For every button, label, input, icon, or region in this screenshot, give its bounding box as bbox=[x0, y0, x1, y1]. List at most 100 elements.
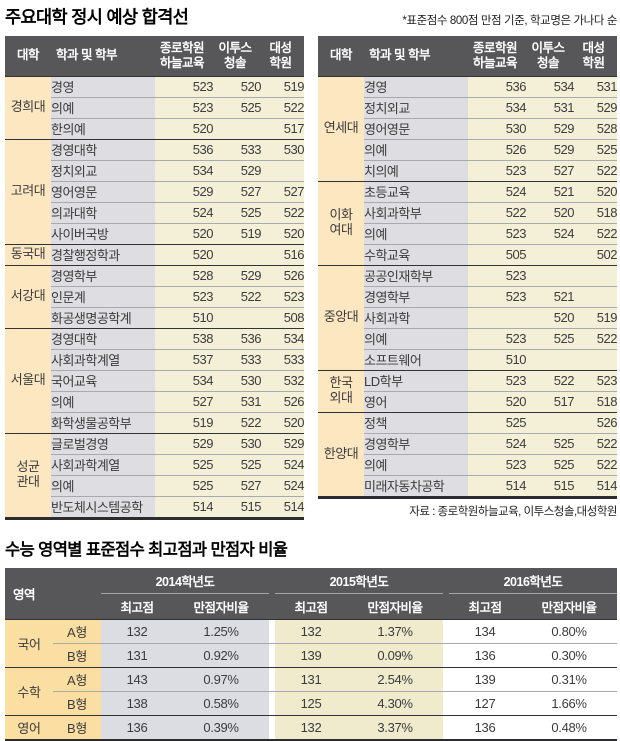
perfect-ratio-cell: 0.97% bbox=[173, 666, 270, 691]
header-year: 2016학년도 bbox=[449, 567, 618, 594]
department-cell: 의예 bbox=[364, 327, 468, 349]
type-cell: B형 bbox=[53, 714, 102, 740]
area-group: 국어 A형 132 1.25% 132 1.37% 134 0.80% B형 131 0.92% 13… bbox=[5, 618, 618, 667]
department-cell: 의과대학 bbox=[51, 201, 155, 223]
score-cell-jongro: 505 bbox=[468, 243, 527, 265]
score-header-row-years: 영역 2014학년도 2015학년도 2016학년도 bbox=[5, 567, 618, 619]
table-row: 소프트웨어 510 bbox=[318, 348, 617, 370]
top-score-cell: 136 bbox=[101, 714, 174, 740]
top-score-cell: 139 bbox=[449, 666, 522, 691]
score-cell-daesung: 514 bbox=[261, 495, 305, 518]
table-row: 의예 527 531 526 bbox=[5, 390, 305, 412]
score-cell-jongro: 538 bbox=[155, 327, 214, 349]
perfect-ratio-cell: 3.37% bbox=[347, 714, 444, 740]
admission-tables-row: 대학 학과 및 학부 종로학원 하늘교육 이투스 청솔 대성 학원 경희대 경영 523 520… bbox=[5, 36, 618, 520]
score-cell-daesung: 519 bbox=[574, 306, 618, 328]
score-cell-jongro: 529 bbox=[155, 432, 214, 454]
top-score-cell: 136 bbox=[449, 642, 522, 667]
table-row: 영어영문 529 527 527 bbox=[5, 180, 305, 202]
header-jongro: 종로학원 하늘교육 bbox=[155, 36, 213, 76]
score-cell-jongro: 510 bbox=[155, 306, 214, 328]
perfect-ratio-cell: 2.54% bbox=[347, 666, 444, 691]
score-cell-jongro: 528 bbox=[155, 264, 214, 286]
score-cell-daesung bbox=[574, 348, 617, 370]
perfect-ratio-cell: 0.58% bbox=[173, 690, 270, 715]
score-cell-daesung: 522 bbox=[574, 222, 618, 244]
university-cell: 경희대 bbox=[5, 75, 51, 139]
score-cell-etoos: 529 bbox=[213, 264, 262, 286]
score-cell-jongro: 526 bbox=[468, 138, 527, 160]
header-perfect-ratio: 만점자비율 bbox=[347, 593, 444, 619]
admission-table-right: 대학 학과 및 학부 종로학원 하늘교육 이투스 청솔 대성 학원 연세대 경영 536 534… bbox=[318, 36, 618, 499]
department-cell: 수학교육 bbox=[364, 243, 468, 265]
group-spacer bbox=[269, 618, 276, 643]
admission-left-column: 대학 학과 및 학부 종로학원 하늘교육 이투스 청솔 대성 학원 경희대 경영 523 520… bbox=[5, 36, 305, 520]
score-cell-jongro: 525 bbox=[155, 474, 214, 496]
score-cell-etoos: 530 bbox=[213, 369, 262, 391]
score-cell-daesung: 532 bbox=[261, 369, 305, 391]
admission-section-header: 주요대학 정시 예상 합격선 *표준점수 800점 만점 기준, 학교명은 가나… bbox=[5, 4, 617, 29]
type-cell: A형 bbox=[53, 666, 102, 691]
header-university: 대학 bbox=[318, 36, 364, 76]
department-cell: 정치외교 bbox=[51, 159, 155, 181]
header-department: 학과 및 학부 bbox=[364, 36, 468, 76]
score-cell-daesung: 530 bbox=[261, 138, 305, 160]
department-cell: 의예 bbox=[51, 390, 155, 412]
perfect-ratio-cell: 0.48% bbox=[521, 714, 618, 740]
score-cell-etoos: 517 bbox=[526, 390, 575, 412]
table-row: 인문계 523 522 523 bbox=[5, 285, 305, 307]
score-cell-daesung: 525 bbox=[574, 138, 618, 160]
department-cell: LD학부 bbox=[364, 369, 468, 391]
score-cell-jongro: 523 bbox=[468, 264, 527, 286]
score-cell-daesung: 534 bbox=[261, 327, 305, 349]
table-row: 중앙대 공공인재학부 523 bbox=[318, 264, 617, 370]
score-cell-daesung: 522 bbox=[574, 432, 618, 454]
score-cell-jongro: 514 bbox=[468, 474, 527, 497]
admission-table-head: 대학 학과 및 학부 종로학원 하늘교육 이투스 청솔 대성 학원 bbox=[5, 36, 304, 76]
score-cell-etoos: 515 bbox=[213, 495, 262, 518]
score-table-head: 영역 2014학년도 2015학년도 2016학년도 최고점 만점자비율 최고점 만점자비율 최… bbox=[5, 567, 618, 619]
score-cell-etoos: 531 bbox=[526, 96, 575, 118]
top-score-cell: 131 bbox=[275, 666, 348, 691]
table-row: 치의예 523 527 522 bbox=[318, 159, 618, 181]
score-cell-etoos: 522 bbox=[213, 285, 262, 307]
score-cell-jongro: 523 bbox=[468, 369, 527, 391]
score-cell-jongro: 525 bbox=[155, 453, 214, 475]
score-cell-daesung: 523 bbox=[261, 285, 305, 307]
university-cell: 서강대 bbox=[5, 264, 51, 328]
header-daesung: 대성 학원 bbox=[261, 36, 304, 76]
university-group: 중앙대 공공인재학부 523 경영학부 523 521 사회과학 520 519 의예 523 525… bbox=[318, 264, 618, 370]
group-spacer bbox=[443, 642, 450, 667]
score-title: 수능 영역별 표준점수 최고점과 만점자 비율 bbox=[5, 540, 288, 559]
top-score-cell: 134 bbox=[449, 618, 522, 643]
department-cell: 정책 bbox=[364, 411, 468, 433]
university-cell: 서울대 bbox=[5, 327, 51, 433]
header-daesung: 대성 학원 bbox=[574, 36, 617, 76]
table-row: 의예 523 525 522 bbox=[5, 96, 305, 118]
score-cell-jongro: 520 bbox=[155, 117, 214, 139]
table-row: 연세대 경영 536 534 531 bbox=[318, 75, 618, 181]
table-row: 이화 여대 초등교육 524 521 520 bbox=[318, 180, 618, 265]
score-cell-jongro: 510 bbox=[468, 348, 527, 370]
department-cell: 치의예 bbox=[364, 159, 468, 181]
score-cell-daesung: 522 bbox=[261, 96, 305, 118]
department-cell: 영어영문 bbox=[51, 180, 155, 202]
department-cell: 영어 bbox=[364, 390, 468, 412]
table-row: 의예 523 525 522 bbox=[318, 453, 618, 475]
score-cell-daesung: 533 bbox=[261, 348, 305, 370]
top-score-cell: 127 bbox=[449, 690, 522, 715]
score-cell-daesung: 520 bbox=[261, 222, 305, 244]
header-year: 2014학년도 bbox=[101, 567, 270, 594]
table-row: 한양대 정책 525 526 bbox=[318, 411, 618, 497]
department-cell: 영어영문 bbox=[364, 117, 468, 139]
area-cell: 국어 bbox=[5, 618, 53, 667]
score-cell-daesung: 519 bbox=[261, 75, 305, 97]
score-cell-daesung: 520 bbox=[261, 411, 305, 433]
table-row: 의과대학 524 525 522 bbox=[5, 201, 305, 223]
score-cell-jongro: 519 bbox=[155, 411, 214, 433]
top-score-cell: 125 bbox=[275, 690, 348, 715]
university-cell: 동국대 bbox=[5, 243, 51, 265]
score-cell-etoos: 525 bbox=[213, 201, 262, 223]
perfect-ratio-cell: 0.31% bbox=[521, 666, 618, 691]
score-cell-jongro: 523 bbox=[468, 222, 527, 244]
